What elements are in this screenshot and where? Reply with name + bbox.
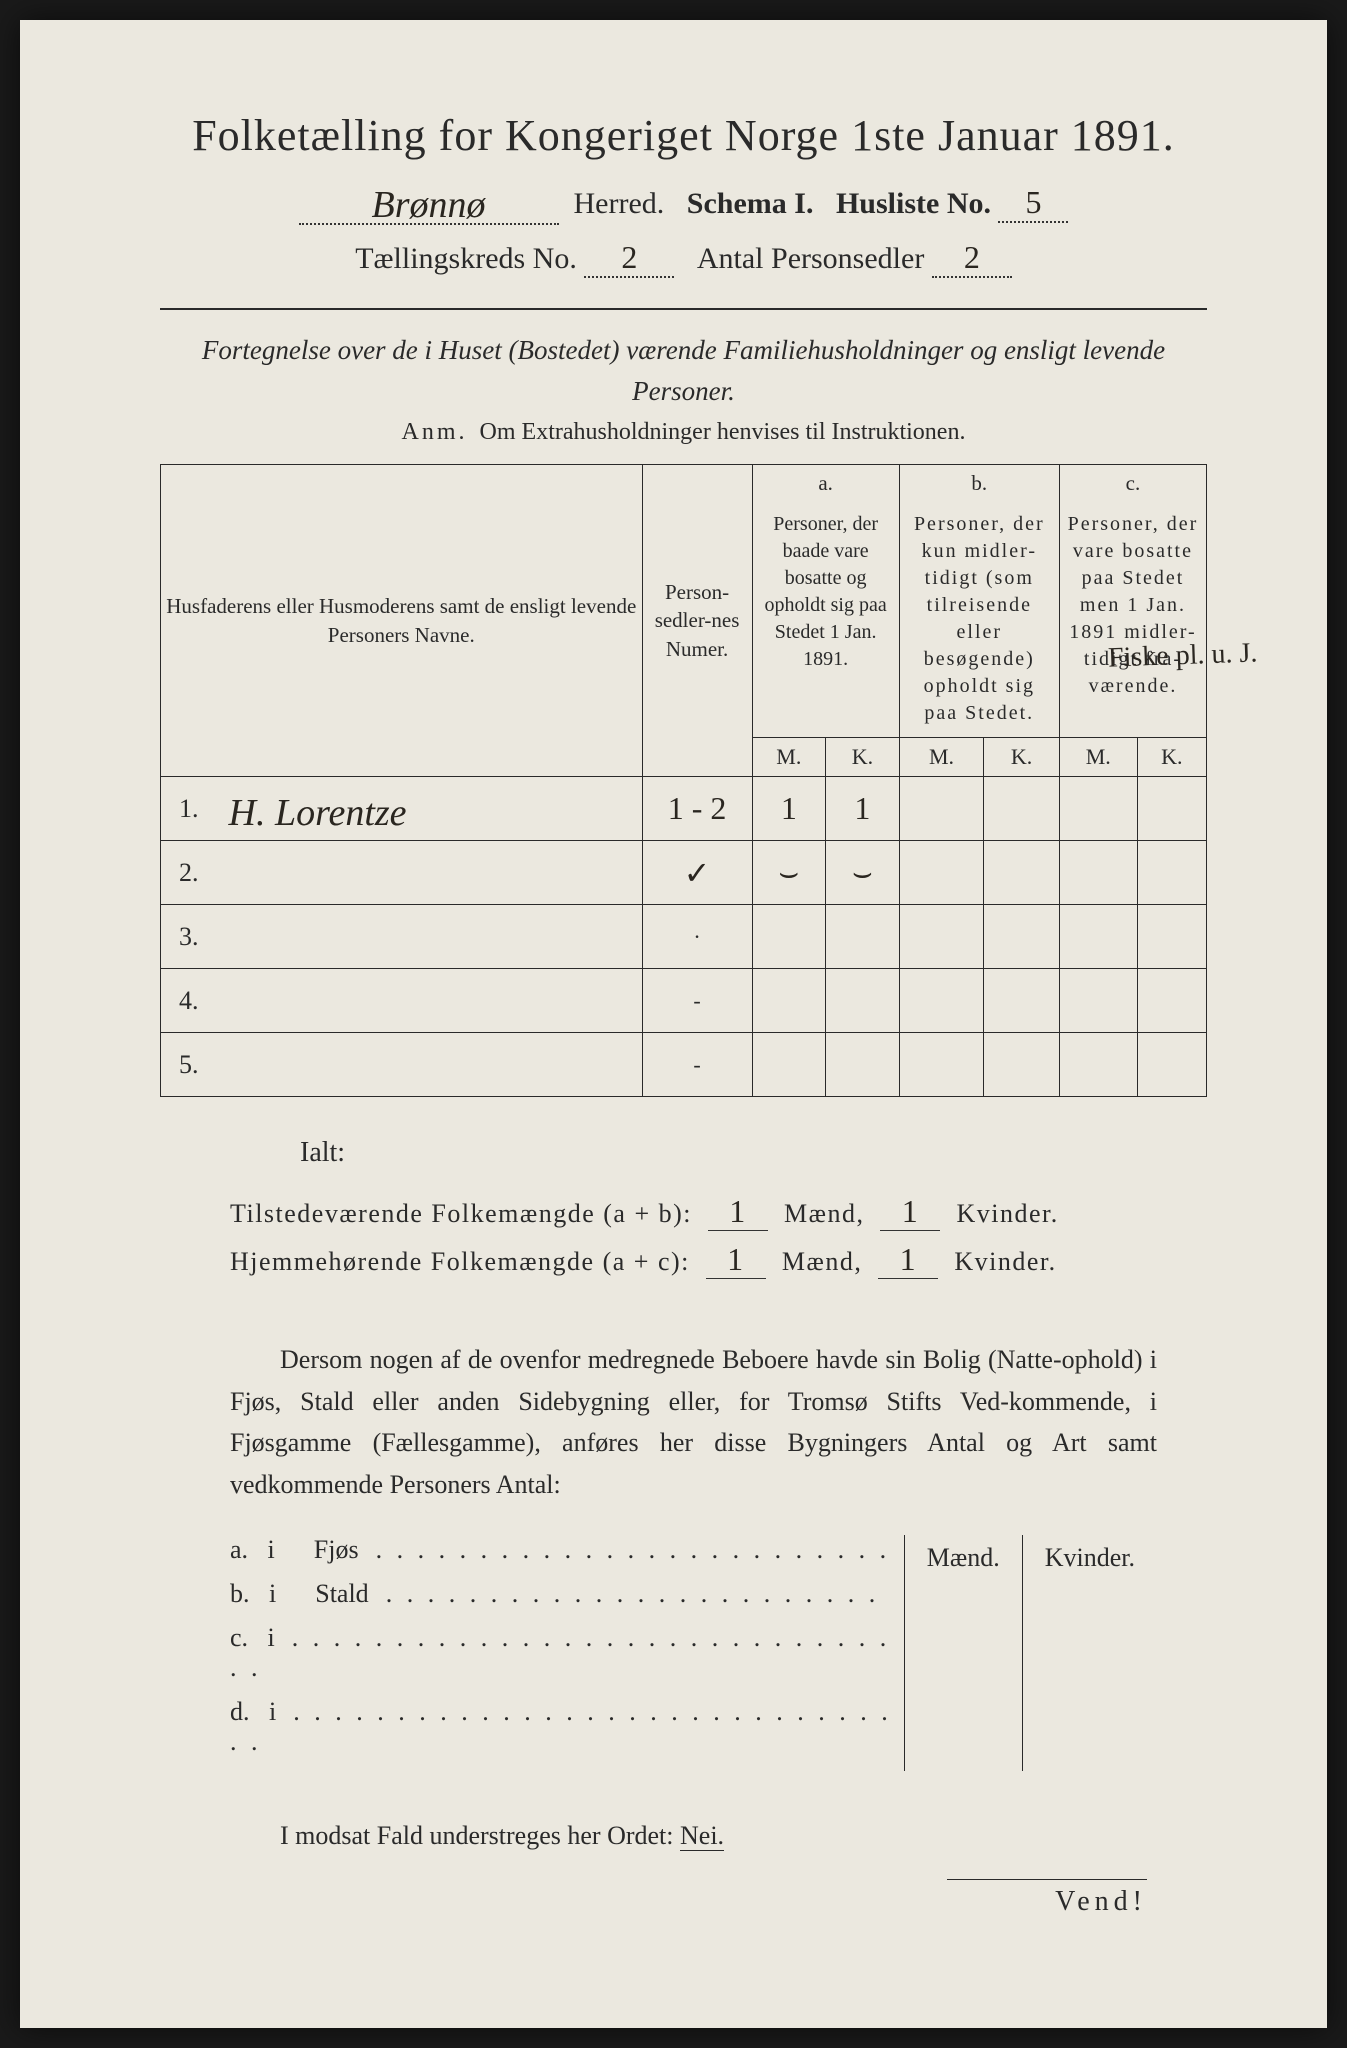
personsedler-field: 2 — [932, 239, 1012, 278]
vend-label: Vend! — [947, 1879, 1147, 1918]
row1-name: H. Lorentze — [221, 777, 643, 841]
herred-label: Herred. — [574, 187, 665, 220]
header-line-1: Brønnø Herred. Schema I. Husliste No. 5 — [160, 179, 1207, 225]
row1-numer: 1 - 2 — [642, 777, 752, 841]
header-line-2: Tællingskreds No. 2 Antal Personsedler 2 — [160, 239, 1207, 278]
col-b-desc: Personer, der kun midler-tidigt (som til… — [899, 501, 1059, 738]
table-row: 3. · — [161, 905, 1207, 969]
anm-text: Om Extrahusholdninger henvises til Instr… — [480, 419, 966, 445]
col-a-desc: Personer, der baade vare bosatte og opho… — [752, 501, 899, 738]
col-c-desc: Personer, der vare bosatte paa Stedet me… — [1059, 501, 1206, 738]
buildings-section: a. i Fjøs . . . . . . . . . . . . . . . … — [230, 1535, 1157, 1771]
a-m: M. — [752, 738, 826, 777]
b-k: K. — [984, 738, 1060, 777]
personsedler-value: 2 — [964, 239, 980, 275]
c-k: K. — [1137, 738, 1206, 777]
anm-prefix: Anm. — [402, 419, 468, 445]
census-form-page: Folketælling for Kongeriget Norge 1ste J… — [20, 20, 1327, 2028]
kreds-label: Tællingskreds No. — [355, 242, 577, 275]
table-row: 1. H. Lorentze 1 - 2 1 1 — [161, 777, 1207, 841]
husliste-value: 5 — [1025, 184, 1041, 220]
table-row: 4. - — [161, 969, 1207, 1033]
nei-line: I modsat Fald understreges her Ordet: Ne… — [280, 1821, 1207, 1851]
building-row: a. i Fjøs . . . . . . . . . . . . . . . … — [230, 1535, 904, 1565]
schema-label: Schema I. — [687, 187, 814, 220]
col-b-label: b. — [899, 465, 1059, 502]
b-m: M. — [899, 738, 984, 777]
divider — [160, 308, 1207, 310]
summary-resident: Hjemmehørende Folkemængde (a + c): 1 Mæn… — [230, 1241, 1207, 1279]
a-k: K. — [826, 738, 900, 777]
personsedler-label: Antal Personsedler — [697, 242, 924, 275]
building-row: b. i Stald . . . . . . . . . . . . . . .… — [230, 1579, 904, 1609]
buildings-paragraph: Dersom nogen af de ovenfor medregnede Be… — [230, 1339, 1157, 1505]
herred-value: Brønnø — [372, 184, 486, 226]
maend-col: Mænd. — [905, 1535, 1023, 1771]
census-table: Husfaderens eller Husmoderens samt de en… — [160, 464, 1207, 1097]
building-row: d. i . . . . . . . . . . . . . . . . . .… — [230, 1697, 904, 1757]
table-row: 5. - — [161, 1033, 1207, 1097]
table-body: 1. H. Lorentze 1 - 2 1 1 2. ✓ ⌣ ⌣ 3. — [161, 777, 1207, 1097]
annotation-line: Anm. Om Extrahusholdninger henvises til … — [160, 419, 1207, 446]
building-row: c. i . . . . . . . . . . . . . . . . . .… — [230, 1623, 904, 1683]
col-a-label: a. — [752, 465, 899, 502]
herred-field: Brønnø — [299, 179, 559, 225]
husliste-label: Husliste No. — [836, 187, 991, 220]
summary-present: Tilstedeværende Folkemængde (a + b): 1 M… — [230, 1193, 1207, 1231]
ialt-label: Ialt: — [300, 1137, 1207, 1169]
buildings-counts: Mænd. Kvinder. — [904, 1535, 1157, 1771]
col-c-label: c. — [1059, 465, 1206, 502]
kvinder-column: Kvinder. — [1023, 1535, 1157, 1771]
buildings-list: a. i Fjøs . . . . . . . . . . . . . . . … — [230, 1535, 904, 1771]
husliste-field: 5 — [998, 184, 1068, 223]
table-row: 2. ✓ ⌣ ⌣ — [161, 841, 1207, 905]
subtitle: Fortegnelse over de i Huset (Bostedet) v… — [160, 330, 1207, 411]
kreds-field: 2 — [584, 239, 674, 278]
kreds-value: 2 — [621, 239, 637, 275]
page-title: Folketælling for Kongeriget Norge 1ste J… — [160, 110, 1207, 161]
col-names-header: Husfaderens eller Husmoderens samt de en… — [161, 465, 643, 777]
col-numer-header: Person-sedler-nes Numer. — [642, 465, 752, 777]
subtitle-text: Fortegnelse over de i Huset (Bostedet) v… — [202, 335, 1165, 406]
nei-word: Nei. — [680, 1821, 724, 1851]
c-m: M. — [1059, 738, 1137, 777]
margin-handwriting: Fiske pl. u. J. — [1107, 637, 1257, 674]
